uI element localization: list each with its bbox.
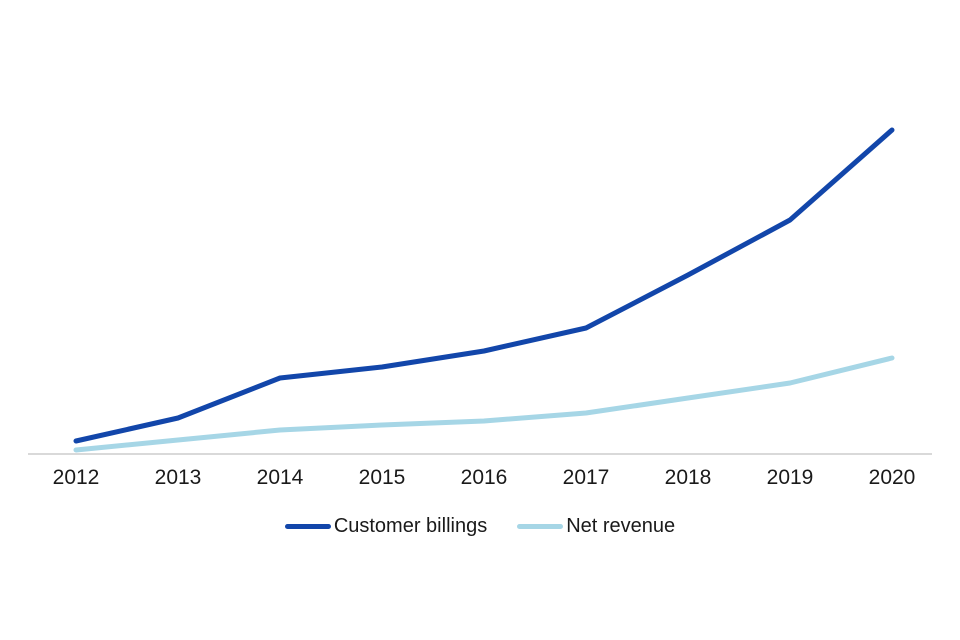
series-line-1	[73, 355, 895, 453]
legend-label-customer-billings: Customer billings	[333, 515, 488, 537]
series-line-0	[73, 127, 895, 444]
plot-area	[28, 127, 932, 455]
net-revenue-line-swatch	[517, 523, 564, 529]
legend-item-customer-billings: Customer billings	[284, 514, 488, 538]
customer-billings-line-swatch	[284, 523, 331, 529]
legend: Customer billings Net revenue	[0, 514, 960, 538]
legend-label-net-revenue: Net revenue	[566, 515, 676, 537]
legend-item-net-revenue: Net revenue	[517, 514, 675, 538]
